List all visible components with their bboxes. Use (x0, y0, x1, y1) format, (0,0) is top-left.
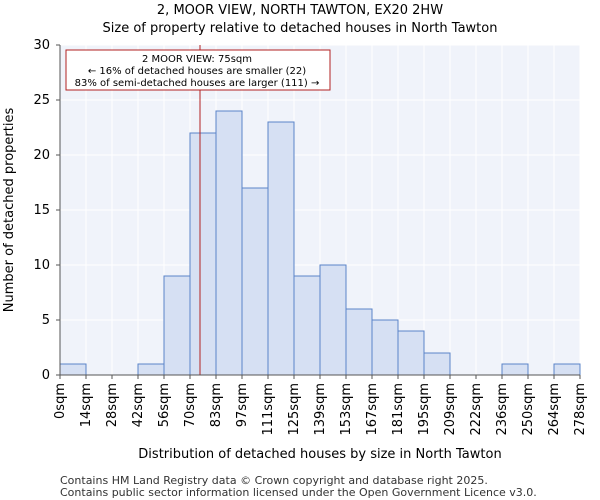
y-tick-label: 25 (33, 93, 50, 108)
y-tick-label: 20 (33, 148, 50, 163)
bar-56sqm (163, 275, 191, 376)
x-axis-label: Distribution of detached houses by size … (138, 447, 501, 462)
bar-111sqm (267, 121, 295, 376)
y-tick-label: 30 (33, 38, 50, 53)
x-tick-label: 42sqm (131, 383, 146, 427)
x-tick-label: 250sqm (521, 383, 536, 436)
annotation-box: 2 MOOR VIEW: 75sqm ← 16% of detached hou… (65, 49, 331, 91)
bars (59, 110, 581, 376)
x-tick-label: 28sqm (105, 383, 120, 427)
x-tick-label: 153sqm (339, 383, 354, 436)
x-tick-label: 264sqm (547, 383, 562, 436)
bar-139sqm (319, 264, 347, 376)
x-tick-label: 209sqm (443, 383, 458, 436)
x-tick-label: 181sqm (391, 383, 406, 436)
annotation-border (65, 49, 331, 91)
y-tick-label: 15 (33, 203, 50, 218)
annotation-line-2: ← 16% of detached houses are smaller (22… (88, 66, 306, 77)
y-axis-label: Number of detached properties (2, 108, 17, 313)
y-tick-label: 0 (42, 368, 50, 383)
x-tick-label: 236sqm (495, 383, 510, 436)
x-tick-label: 56sqm (157, 383, 172, 427)
y-tick-label: 10 (33, 258, 50, 273)
x-tick-label: 14sqm (79, 383, 94, 427)
x-tick-label: 111sqm (261, 383, 276, 436)
annotation-line-1: 2 MOOR VIEW: 75sqm (142, 54, 252, 65)
bar-195sqm (423, 352, 451, 376)
x-tick-label: 97sqm (235, 383, 250, 427)
bar-264sqm (553, 363, 581, 376)
annotation-line-3: 83% of semi-detached houses are larger (… (75, 78, 320, 89)
x-tick-label: 222sqm (469, 383, 484, 436)
bar-167sqm (371, 319, 399, 376)
footer-line-2: Contains public sector information licen… (60, 486, 537, 499)
bar-70sqm (189, 132, 217, 376)
x-tick-label: 139sqm (313, 383, 328, 436)
footer-line-1: Contains HM Land Registry data © Crown c… (60, 474, 488, 487)
x-tick-label: 125sqm (287, 383, 302, 436)
x-tick-label: 83sqm (209, 383, 224, 427)
x-tick-label: 278sqm (573, 383, 588, 436)
bar-42sqm (137, 363, 165, 376)
axes (56, 44, 581, 379)
bar-236sqm (501, 363, 529, 376)
x-tick-label: 167sqm (365, 383, 380, 436)
bar-125sqm (293, 275, 321, 376)
x-tick-labels: 0sqm 14sqm 28sqm 42sqm 56sqm 70sqm 83sqm 97sqm 1… (53, 383, 588, 436)
y-tick-label: 5 (42, 313, 50, 328)
bar-153sqm (345, 308, 373, 376)
bar-83sqm (215, 110, 243, 376)
y-tick-labels: 0 5 10 15 20 25 30 (33, 38, 50, 383)
x-tick-label: 0sqm (53, 383, 68, 419)
chart-title: 2, MOOR VIEW, NORTH TAWTON, EX20 2HW (157, 3, 443, 18)
bar-181sqm (397, 330, 425, 376)
chart-subtitle: Size of property relative to detached ho… (103, 21, 498, 36)
bar-97sqm (241, 187, 269, 376)
x-tick-label: 195sqm (417, 383, 432, 436)
x-tick-label: 70sqm (183, 383, 198, 427)
bar-0sqm (59, 363, 87, 376)
